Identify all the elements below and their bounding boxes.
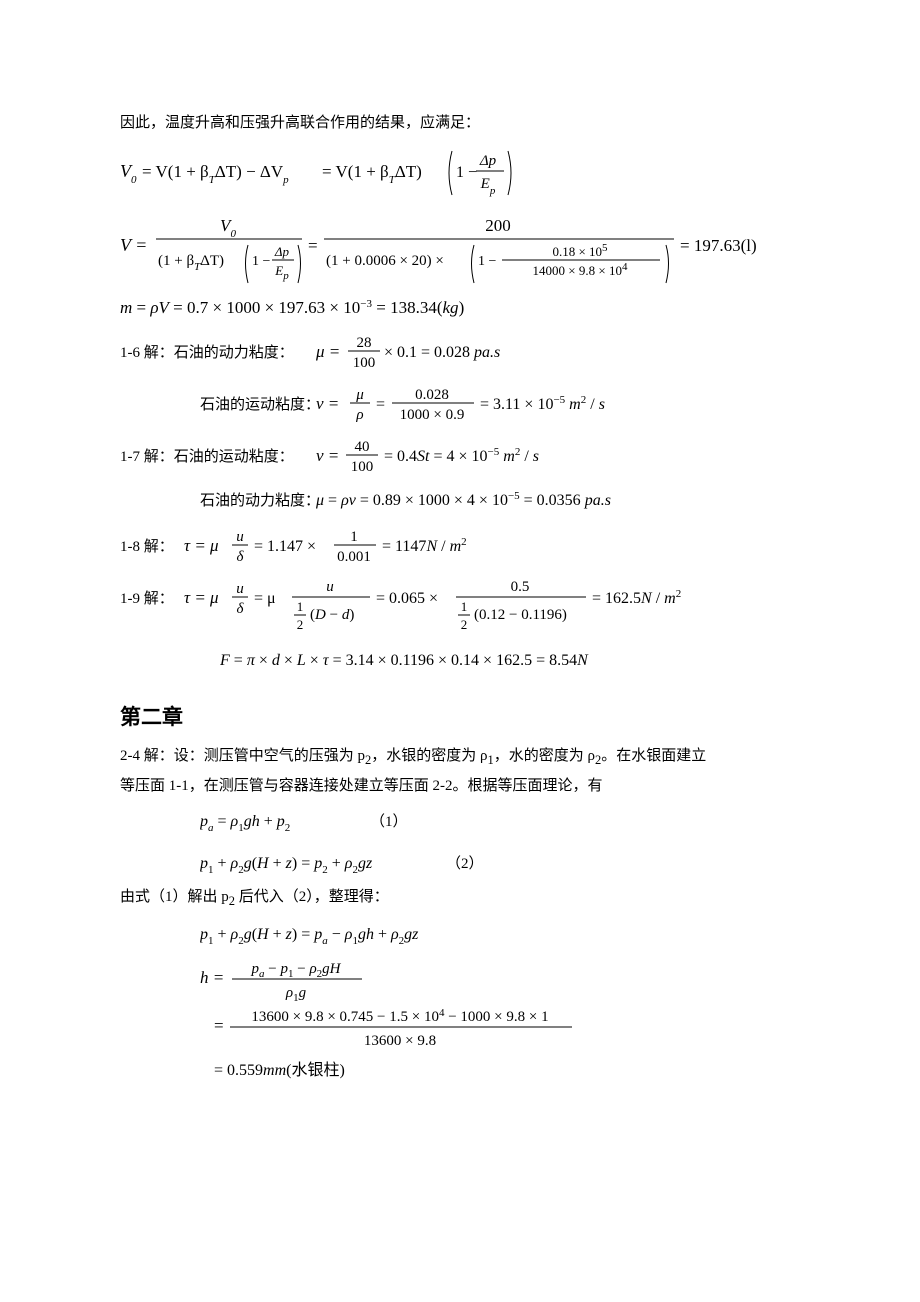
eq-v0-frac-bot: Ep: [480, 176, 496, 197]
svg-text:40: 40: [355, 439, 370, 455]
eq-h-f2-bot: 13600 × 9.8: [364, 1033, 436, 1049]
eq-V-f2-top: 200: [485, 216, 511, 235]
eq-V-f2-bot-left: (1 + 0.0006 × 20) ×: [326, 253, 444, 269]
p1-6-tail: × 0.1 = 0.028 pa.s: [384, 344, 500, 361]
svg-text:=: =: [308, 236, 318, 255]
p2-4-eq3: p1 + ρ2g(H + z) = pa − ρ1gh + ρ2gz: [200, 919, 800, 947]
eq-V-f2-paren-top: 0.18 × 105: [552, 242, 608, 259]
p1-9-mid1: = μ: [254, 590, 276, 607]
svg-text:（2）: （2）: [446, 855, 484, 872]
p1-8-tau: τ = μ: [184, 536, 219, 555]
eq-v0-lhs: V0: [120, 161, 137, 186]
svg-text:（1）: （1）: [370, 813, 408, 830]
svg-text:=: =: [214, 1016, 224, 1035]
eq-m: m = ρV = 0.7 × 1000 × 197.63 × 10−3 = 13…: [120, 295, 800, 321]
svg-text:(0.12 − 0.1196): (0.12 − 0.1196): [474, 607, 567, 623]
p1-6-f-bot: 100: [353, 355, 376, 371]
p1-7-tail: = 0.4St = 4 × 10−5 m2 / s: [384, 446, 539, 465]
problem-1-9-line1: 1-9 解： τ = μ u δ = μ u 1 2 (D − d) = 0.0…: [120, 575, 800, 639]
svg-text:1000 × 0.9: 1000 × 0.9: [400, 407, 465, 423]
p1-9-label: 1-9 解：: [120, 590, 174, 607]
eq-V-f1-paren-lead: 1 −: [252, 254, 271, 269]
problem-1-8: 1-8 解： τ = μ u δ = 1.147 × 1 0.001 = 114…: [120, 523, 800, 567]
svg-text:=: =: [376, 396, 385, 413]
p1-8-tail: = 1147N / m2: [382, 536, 467, 555]
svg-text:μ: μ: [355, 387, 364, 403]
svg-text:ρ: ρ: [355, 407, 363, 423]
eq-V-f1-bot-lead: (1 + βTΔT): [158, 253, 224, 273]
p2-4-eq-h: h = pa − p1 − ρ2gH ρ1g = 13600 × 9.8 × 0…: [200, 957, 800, 1087]
p1-6-mu: μ =: [315, 342, 340, 361]
p2-4-line1: 2-4 解：设：测压管中空气的压强为 p2，水银的密度为 ρ1，水的密度为 ρ2…: [120, 745, 800, 770]
eq-V-lhs: V =: [120, 235, 147, 255]
p1-6-label: 1-6 解：石油的动力粘度：: [120, 344, 294, 361]
eq-h-f2-top: 13600 × 9.8 × 0.745 − 1.5 × 104 − 1000 ×…: [251, 1007, 548, 1025]
p1-9-tau: τ = μ: [184, 588, 219, 607]
p2-4-line3: 由式（1）解出 p2 后代入（2），整理得：: [120, 886, 800, 911]
svg-text:2: 2: [461, 617, 468, 632]
p1-9-mid2: = 0.065 ×: [376, 590, 438, 607]
p2-4-eq2: p1 + ρ2g(H + z) = p2 + ρ2gz （2）: [200, 848, 800, 876]
p2-4-line2: 等压面 1-1，在测压管与容器连接处建立等压面 2-2。根据等压面理论，有: [120, 775, 800, 798]
p1-6-nu: ν =: [316, 394, 339, 413]
problem-1-9-F: F = π × d × L × τ = 3.14 × 0.1196 × 0.14…: [220, 647, 800, 673]
svg-text:F = π × d × L × τ = 3.14 × 0.1: F = π × d × L × τ = 3.14 × 0.1196 × 0.14…: [220, 652, 589, 669]
eq-h-f1-top: pa − p1 − ρ2gH: [251, 961, 342, 980]
p1-7-label2: 石油的动力粘度：: [200, 492, 320, 509]
svg-text:p1 + ρ2g(H + z) = p2 + ρ2gz: p1 + ρ2g(H + z) = p2 + ρ2gz: [200, 855, 373, 876]
svg-text:1: 1: [461, 599, 468, 614]
p1-8-mid: = 1.147 ×: [254, 538, 316, 555]
svg-text:u: u: [236, 581, 244, 597]
eq-V-f1-paren-top: Δp: [274, 244, 290, 259]
p1-8-label: 1-8 解：: [120, 538, 174, 555]
eq-V: V = V0 (1 + βTΔT) 1 − Δp Ep = 200 (1 + 0…: [120, 209, 800, 287]
svg-text:p1 + ρ2g(H + z) = pa − ρ1gh +: p1 + ρ2g(H + z) = pa − ρ1gh + ρ2gz: [200, 926, 419, 947]
eq-V-result: = 197.63(l): [680, 236, 757, 255]
p1-7-label: 1-7 解：石油的运动粘度：: [120, 448, 294, 465]
eq-V-f1-paren-bot: Ep: [274, 263, 289, 282]
svg-text:u: u: [236, 529, 244, 545]
document-page: 因此，温度升高和压强升高联合作用的结果，应满足： V0 = V(1 + βTΔT…: [0, 0, 920, 1302]
problem-1-6-line2: 石油的运动粘度： ν = μ ρ = 0.028 1000 × 0.9 = 3.…: [200, 381, 800, 425]
p1-6-f-top: 28: [357, 335, 372, 351]
svg-text:0.001: 0.001: [337, 549, 371, 565]
eq-v0-paren-lead: 1 −: [456, 164, 477, 181]
svg-text:0.5: 0.5: [511, 579, 530, 595]
svg-text:0.028: 0.028: [415, 387, 449, 403]
problem-1-7-line1: 1-7 解：石油的运动粘度： ν = 40 100 = 0.4St = 4 × …: [120, 433, 800, 477]
chapter-2-heading: 第二章: [120, 701, 800, 731]
eq-V-f2-paren-lead: 1 −: [478, 254, 497, 269]
eq-h-f1-bot: ρ1g: [285, 985, 307, 1004]
problem-1-7-line2: 石油的动力粘度： μ = ρν = 0.89 × 1000 × 4 × 10−5…: [200, 485, 800, 515]
p2-4-eq1: pa = ρ1gh + p2 （1）: [200, 806, 800, 834]
svg-text:100: 100: [351, 459, 374, 475]
p1-9-tail: = 162.5N / m2: [592, 588, 681, 607]
eq-V-f2-paren-bot: 14000 × 9.8 × 104: [533, 261, 628, 278]
svg-text:(D − d): (D − d): [310, 607, 354, 623]
svg-text:1: 1: [297, 599, 304, 614]
eq-v0-rhs1: = V(1 + βTΔT) − ΔVp: [142, 162, 289, 186]
svg-text:u: u: [326, 579, 334, 595]
svg-text:1: 1: [350, 529, 358, 545]
eq-v0-rhs2: = V(1 + βTΔT): [322, 162, 422, 186]
eq-v0: V0 = V(1 + βTΔT) − ΔVp = V(1 + βTΔT) 1 −…: [120, 143, 800, 201]
eq-V-f1-top: V0: [220, 216, 236, 240]
svg-text:δ: δ: [237, 601, 245, 617]
eq-v0-frac-top: Δp: [479, 153, 497, 169]
eq-h-result: = 0.559mm(水银柱): [214, 1061, 345, 1079]
svg-text:pa = ρ1gh + p2: pa = ρ1gh + p2: [200, 813, 290, 834]
eq-h-lhs: h =: [200, 968, 224, 987]
svg-text:m = ρV = 0.7 × 1000 × 197.63 ×: m = ρV = 0.7 × 1000 × 197.63 × 10−3 = 13…: [120, 298, 464, 317]
svg-text:2: 2: [297, 617, 304, 632]
p1-6-label2: 石油的运动粘度：: [200, 396, 320, 413]
p1-7-nu: ν =: [316, 446, 339, 465]
p1-6-tail2: = 3.11 × 10−5 m2 / s: [480, 394, 605, 413]
svg-text:δ: δ: [237, 549, 245, 565]
p1-7-eq2: μ = ρν = 0.89 × 1000 × 4 × 10−5 = 0.0356…: [315, 490, 611, 509]
problem-1-6-line1: 1-6 解：石油的动力粘度： μ = 28 100 × 0.1 = 0.028 …: [120, 329, 800, 373]
intro-text: 因此，温度升高和压强升高联合作用的结果，应满足：: [120, 112, 800, 135]
